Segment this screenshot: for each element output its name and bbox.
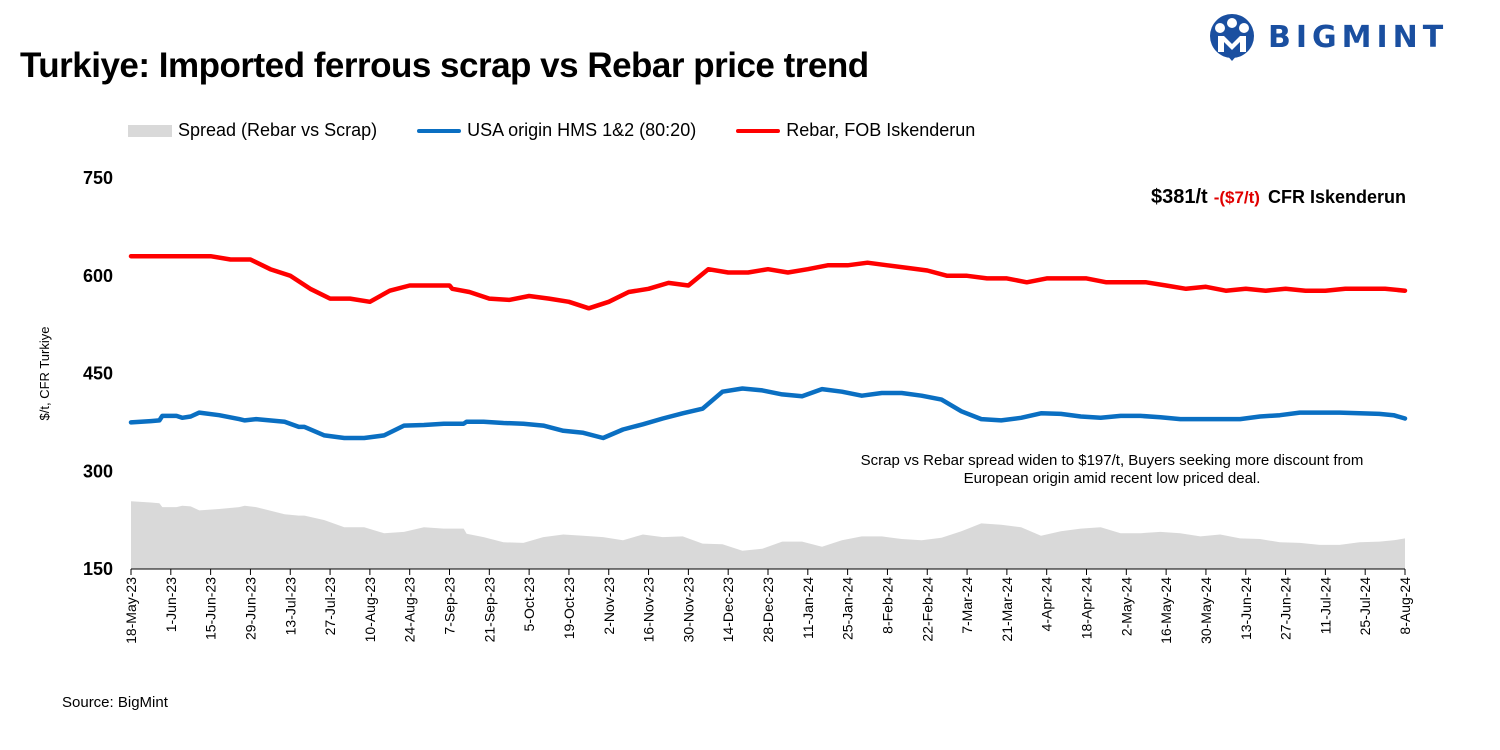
y-tick-label: 750 [83, 168, 113, 188]
annotation-line-2: European origin amid recent low priced d… [963, 470, 1261, 487]
legend-swatch-spread [128, 124, 172, 137]
source-note: Source: BigMint [62, 694, 168, 711]
x-tick-label: 30-Nov-23 [680, 577, 696, 643]
x-tick-label: 16-Nov-23 [641, 577, 657, 643]
price-callout: $381/t -($7/t) CFR Iskenderun [1151, 186, 1406, 209]
series-area-spread [131, 501, 1405, 569]
y-tick-label: 600 [83, 266, 113, 286]
y-tick-label: 450 [83, 364, 113, 384]
x-tick-label: 19-Oct-23 [561, 577, 577, 639]
chart-annotation: Scrap vs Rebar spread widen to $197/t, B… [812, 452, 1412, 488]
x-tick-label: 2-May-24 [1118, 577, 1134, 636]
x-tick-label: 25-Jan-24 [840, 577, 856, 640]
x-tick-label: 5-Oct-23 [521, 577, 537, 632]
y-tick-label: 150 [83, 559, 113, 579]
series-line-scrap [128, 386, 1408, 441]
x-tick-label: 7-Mar-24 [959, 577, 975, 634]
x-tick-label: 25-Jul-24 [1357, 577, 1373, 636]
x-tick-label: 29-Jun-23 [242, 577, 258, 640]
x-tick-label: 11-Jan-24 [800, 577, 816, 639]
x-tick-label: 27-Jun-24 [1278, 577, 1294, 640]
legend-swatch-scrap [417, 128, 462, 133]
legend-label-rebar: Rebar, FOB Iskenderun [786, 120, 976, 140]
chart-title: Turkiye: Imported ferrous scrap vs Rebar… [20, 46, 869, 85]
x-tick-label: 24-Aug-23 [402, 577, 418, 643]
legend-item-rebar: Rebar, FOB Iskenderun [736, 120, 975, 141]
x-tick-label: 2-Nov-23 [601, 577, 617, 635]
x-tick-label: 21-Mar-24 [999, 577, 1015, 642]
x-tick-label: 8-Feb-24 [879, 577, 895, 634]
x-tick-label: 15-Jun-23 [203, 577, 219, 640]
brand-name: BIGMINT [1268, 19, 1449, 55]
series-line-rebar [128, 253, 1408, 311]
x-tick-label: 11-Jul-24 [1317, 577, 1333, 635]
x-tick-label: 30-May-24 [1198, 577, 1214, 644]
x-tick-label: 1-Jun-23 [163, 577, 179, 632]
x-tick-label: 22-Feb-24 [919, 577, 935, 642]
annotation-line-1: Scrap vs Rebar spread widen to $197/t, B… [860, 452, 1364, 469]
x-tick-label: 21-Sep-23 [481, 577, 497, 643]
x-tick-label: 7-Sep-23 [442, 577, 458, 635]
x-tick-label: 27-Jul-23 [322, 577, 338, 636]
x-tick-label: 18-Apr-24 [1079, 577, 1095, 639]
callout-label: CFR Iskenderun [1267, 187, 1406, 207]
x-tick-label: 14-Dec-23 [720, 577, 736, 643]
x-tick-label: 16-May-24 [1158, 577, 1174, 644]
x-tick-label: 13-Jun-24 [1238, 577, 1254, 640]
legend-label-spread: Spread (Rebar vs Scrap) [178, 120, 378, 140]
y-axis-label: $/t, CFR Turkiye [37, 327, 52, 421]
legend-label-scrap: USA origin HMS 1&2 (80:20) [467, 120, 697, 140]
legend-swatch-rebar [736, 128, 781, 133]
y-tick-label: 300 [83, 461, 113, 481]
bigmint-logo-icon [1210, 14, 1254, 61]
legend-item-scrap: USA origin HMS 1&2 (80:20) [417, 120, 696, 141]
x-tick-label: 18-May-23 [123, 577, 139, 644]
legend-item-spread: Spread (Rebar vs Scrap) [128, 120, 377, 141]
callout-change: -($7/t) [1213, 188, 1260, 207]
x-tick-label: 4-Apr-24 [1039, 577, 1055, 632]
brand-logo: BIGMINT [1208, 12, 1448, 62]
x-tick-label: 28-Dec-23 [760, 577, 776, 643]
chart-legend: Spread (Rebar vs Scrap) USA origin HMS 1… [128, 120, 1015, 141]
callout-price: $381/t [1150, 186, 1208, 208]
x-tick-label: 8-Aug-24 [1397, 577, 1413, 635]
x-tick-label: 13-Jul-23 [282, 577, 298, 636]
x-tick-label: 10-Aug-23 [362, 577, 378, 643]
